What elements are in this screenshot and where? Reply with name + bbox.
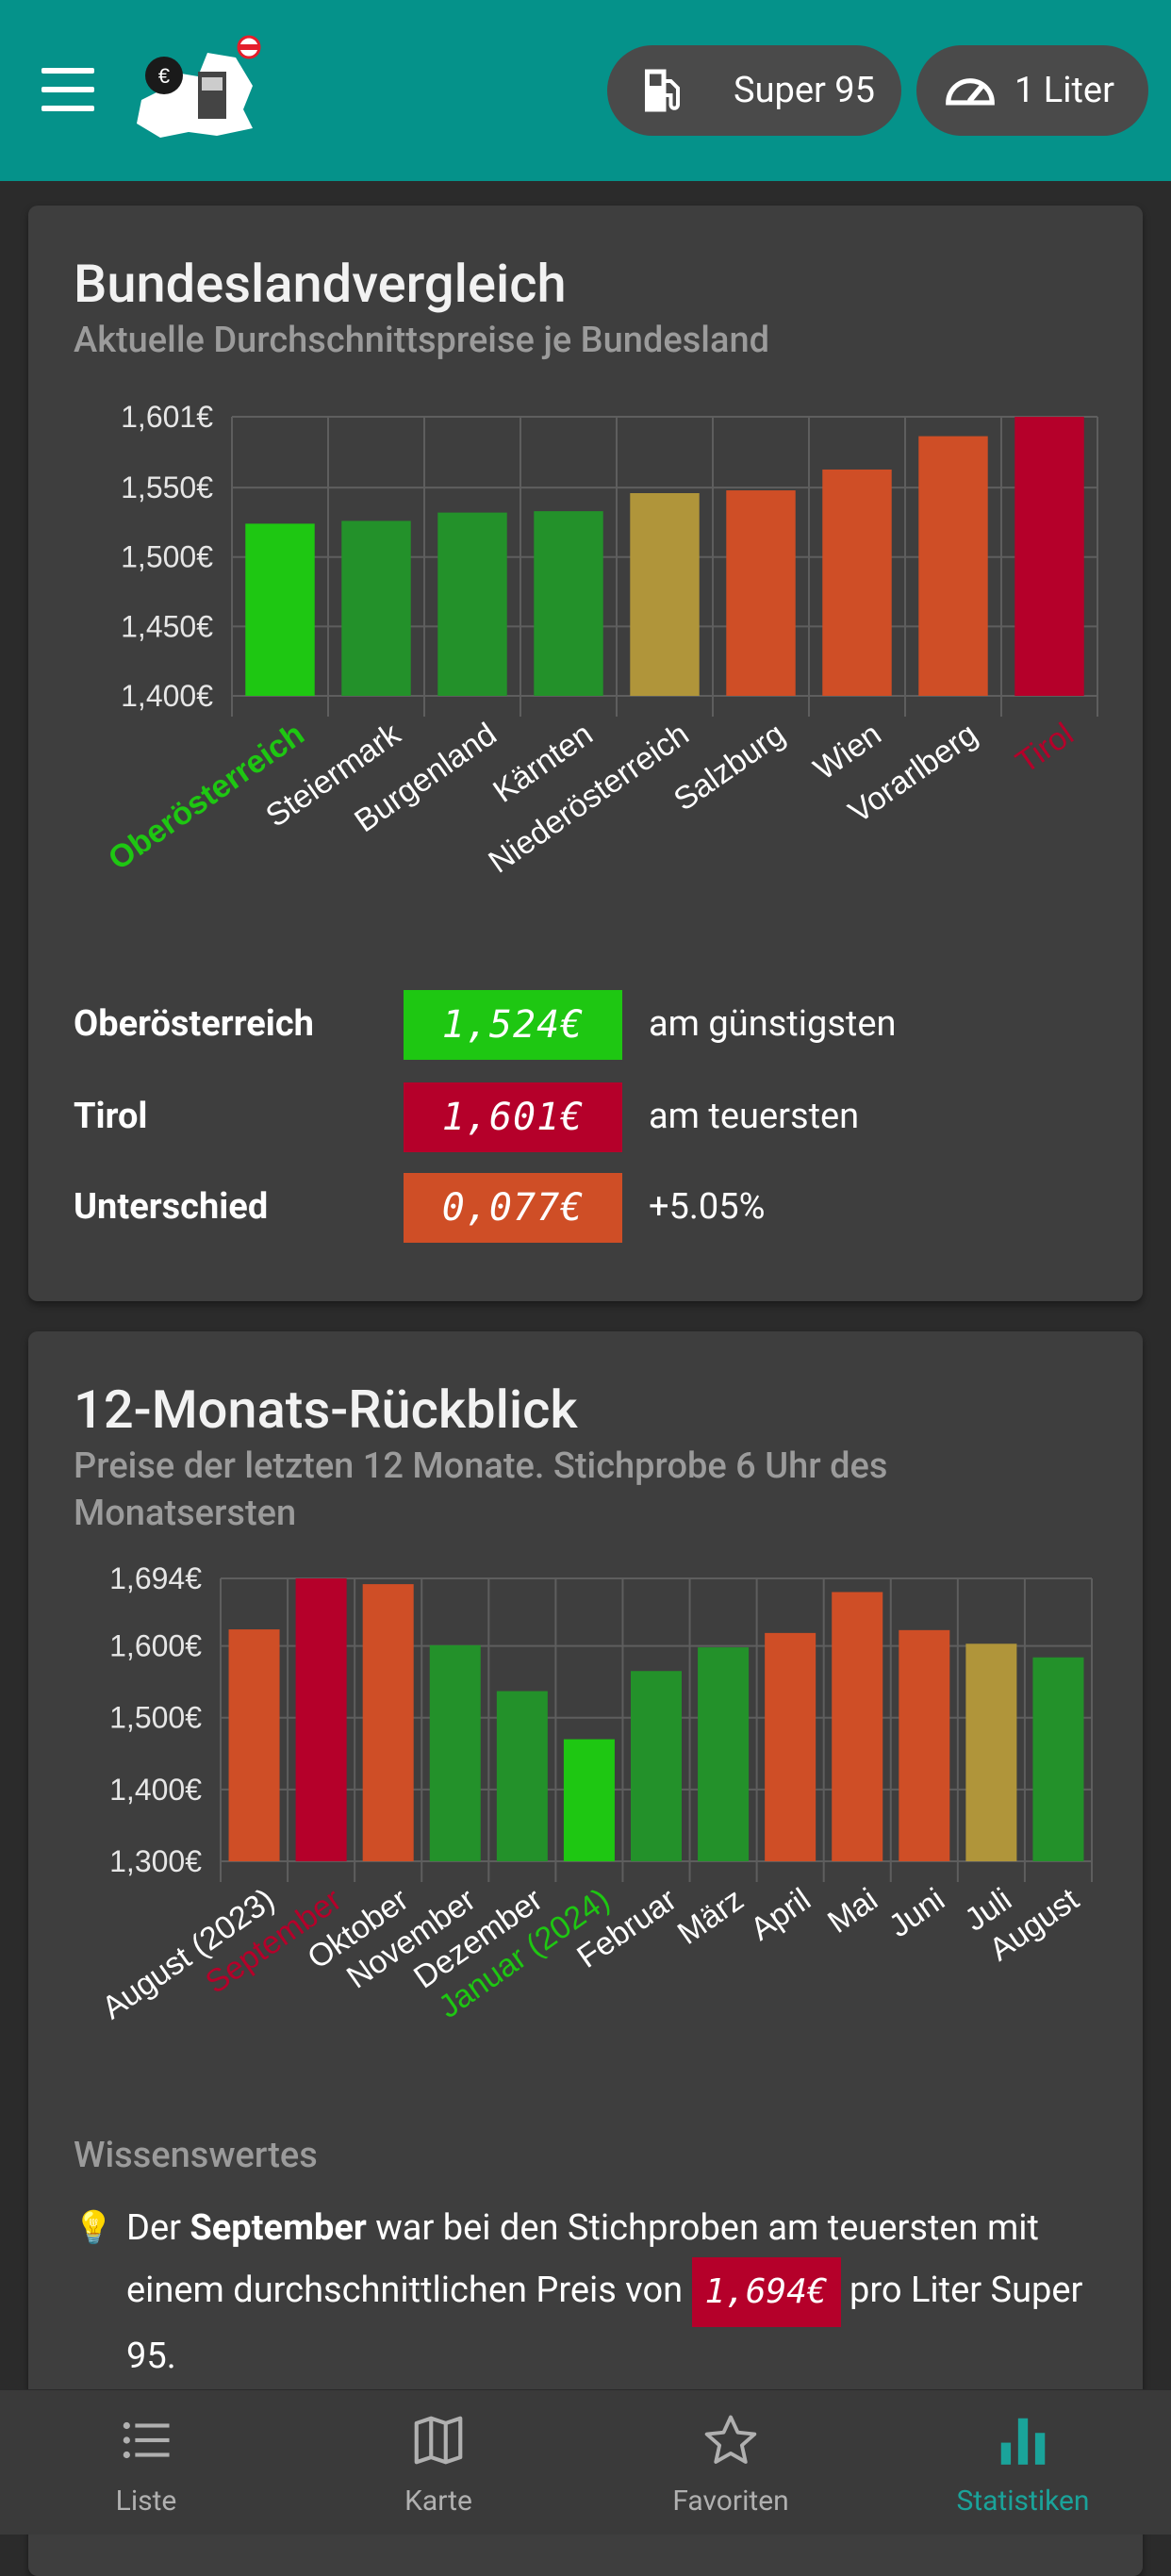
stat-label: Oberösterreich <box>74 1003 314 1045</box>
bar-chart-icon <box>1000 2418 1046 2465</box>
fuel-pump-icon <box>645 69 680 112</box>
x-tick-label: Mai <box>821 1881 884 1940</box>
stat-row-difference: Unterschied 0,077€ +5.05% <box>74 1173 1111 1243</box>
nav-label: Karte <box>404 2485 472 2518</box>
chart-bar <box>341 520 411 696</box>
chart-bar <box>437 512 507 696</box>
list-icon <box>123 2421 170 2459</box>
y-tick-label: 1,550€ <box>121 471 213 504</box>
fact-item: 💡 Der September war bei den Stichproben … <box>74 2199 1111 2386</box>
nav-item-favoriten[interactable]: Favoriten <box>585 2390 877 2535</box>
chart-bar <box>496 1691 548 1861</box>
x-tick-label: Juni <box>882 1881 951 1944</box>
y-tick-label: 1,601€ <box>121 400 213 434</box>
app-logo-icon: € <box>137 35 261 138</box>
amount-label: 1 Liter <box>1014 70 1114 111</box>
amount-selector[interactable]: 1 Liter <box>916 45 1148 136</box>
x-tick-label: Tirol <box>1010 716 1080 780</box>
card-title: Bundeslandvergleich <box>74 253 567 315</box>
section-heading: Wissenswertes <box>74 2135 318 2176</box>
stat-label: Unterschied <box>74 1186 269 1228</box>
stat-row-most-expensive: Tirol 1,601€ am teuersten <box>74 1082 1111 1152</box>
card-title: 12-Monats-Rückblick <box>74 1379 578 1441</box>
chart-bar <box>534 511 603 696</box>
chart-bar <box>918 436 988 696</box>
chart-bar <box>822 469 892 696</box>
nav-item-liste[interactable]: Liste <box>0 2390 292 2535</box>
chart-bar <box>630 1671 683 1861</box>
stat-note: am günstigsten <box>649 1003 897 1045</box>
gauge-icon <box>946 78 995 106</box>
y-tick-label: 1,450€ <box>121 609 213 643</box>
chart-bar <box>563 1739 615 1861</box>
card-subtitle: Preise der letzten 12 Monate. Stichprobe… <box>74 1445 888 1534</box>
y-tick-label: 1,500€ <box>121 540 213 574</box>
nav-label: Liste <box>115 2485 177 2518</box>
price-display: 1,524€ <box>404 990 622 1060</box>
y-tick-label: 1,694€ <box>109 1561 202 1595</box>
chart-bar <box>1032 1657 1084 1861</box>
hamburger-icon-line <box>41 68 94 74</box>
fact-month: September <box>190 2207 367 2249</box>
map-icon <box>414 2416 463 2465</box>
chart-bar <box>765 1632 816 1861</box>
chart-bar <box>228 1629 280 1861</box>
nav-item-statistiken[interactable]: Statistiken <box>877 2390 1169 2535</box>
menu-button[interactable] <box>38 68 98 113</box>
y-tick-label: 1,400€ <box>109 1773 202 1807</box>
chart-bar <box>630 492 700 696</box>
chart-bar <box>832 1592 883 1861</box>
hamburger-icon-line <box>41 87 94 92</box>
monthly-price-chart: 1,694€1,600€1,500€1,400€1,300€August (20… <box>95 1561 1093 2026</box>
x-tick-label: Salzburg <box>668 716 792 817</box>
price-display: 1,601€ <box>404 1082 622 1152</box>
card-subtitle: Aktuelle Durchschnittspreise je Bundesla… <box>74 320 770 361</box>
nav-label: Statistiken <box>956 2485 1090 2518</box>
star-icon <box>704 2415 757 2464</box>
stat-note: am teuersten <box>649 1096 860 1137</box>
fact-text: Der September war bei den Stichproben am… <box>126 2199 1111 2386</box>
stat-label: Tirol <box>74 1096 148 1137</box>
stat-row-cheapest: Oberösterreich 1,524€ am günstigsten <box>74 990 1111 1060</box>
svg-text:€: € <box>158 64 170 88</box>
chart-bar <box>245 523 315 696</box>
hamburger-icon-line <box>41 106 94 111</box>
monthly-review-card: 12-Monats-Rückblick Preise der letzten 1… <box>28 1331 1143 2576</box>
chart-bar <box>965 1643 1017 1861</box>
stat-note: +5.05% <box>649 1186 766 1228</box>
fact-price-chip: 1,694€ <box>691 2257 841 2327</box>
fuel-type-label: Super 95 <box>734 70 876 111</box>
y-tick-label: 1,600€ <box>109 1629 202 1663</box>
chart-bar <box>726 490 796 696</box>
x-tick-label: April <box>744 1881 817 1947</box>
nav-label: Favoriten <box>672 2485 789 2518</box>
chart-bar <box>295 1578 347 1861</box>
chart-bar <box>899 1629 950 1861</box>
chart-bar <box>698 1647 750 1861</box>
chart-bar <box>1014 417 1084 696</box>
x-tick-label: März <box>671 1881 750 1951</box>
state-price-chart: 1,601€1,550€1,500€1,450€1,400€Oberösterr… <box>102 400 1098 881</box>
top-app-bar: € Super 95 1 Liter <box>0 0 1171 181</box>
lightbulb-icon: 💡 <box>74 2209 114 2247</box>
fact-mid: war bei den Stichproben am teuersten mit… <box>126 2207 1039 2312</box>
fuel-type-selector[interactable]: Super 95 <box>607 45 901 136</box>
chart-bar <box>362 1584 414 1861</box>
y-tick-label: 1,300€ <box>109 1844 202 1878</box>
state-comparison-card: Bundeslandvergleich Aktuelle Durchschnit… <box>28 206 1143 1301</box>
price-display: 0,077€ <box>404 1173 622 1243</box>
fact-post: pro Liter Super 95. <box>126 2270 1083 2377</box>
nav-item-karte[interactable]: Karte <box>292 2390 585 2535</box>
chart-bar <box>429 1644 481 1861</box>
bottom-navigation: Liste Karte Favoriten Statistiken <box>0 2389 1171 2535</box>
fact-pre: Der <box>126 2207 190 2249</box>
y-tick-label: 1,400€ <box>121 679 213 713</box>
y-tick-label: 1,500€ <box>109 1701 202 1735</box>
